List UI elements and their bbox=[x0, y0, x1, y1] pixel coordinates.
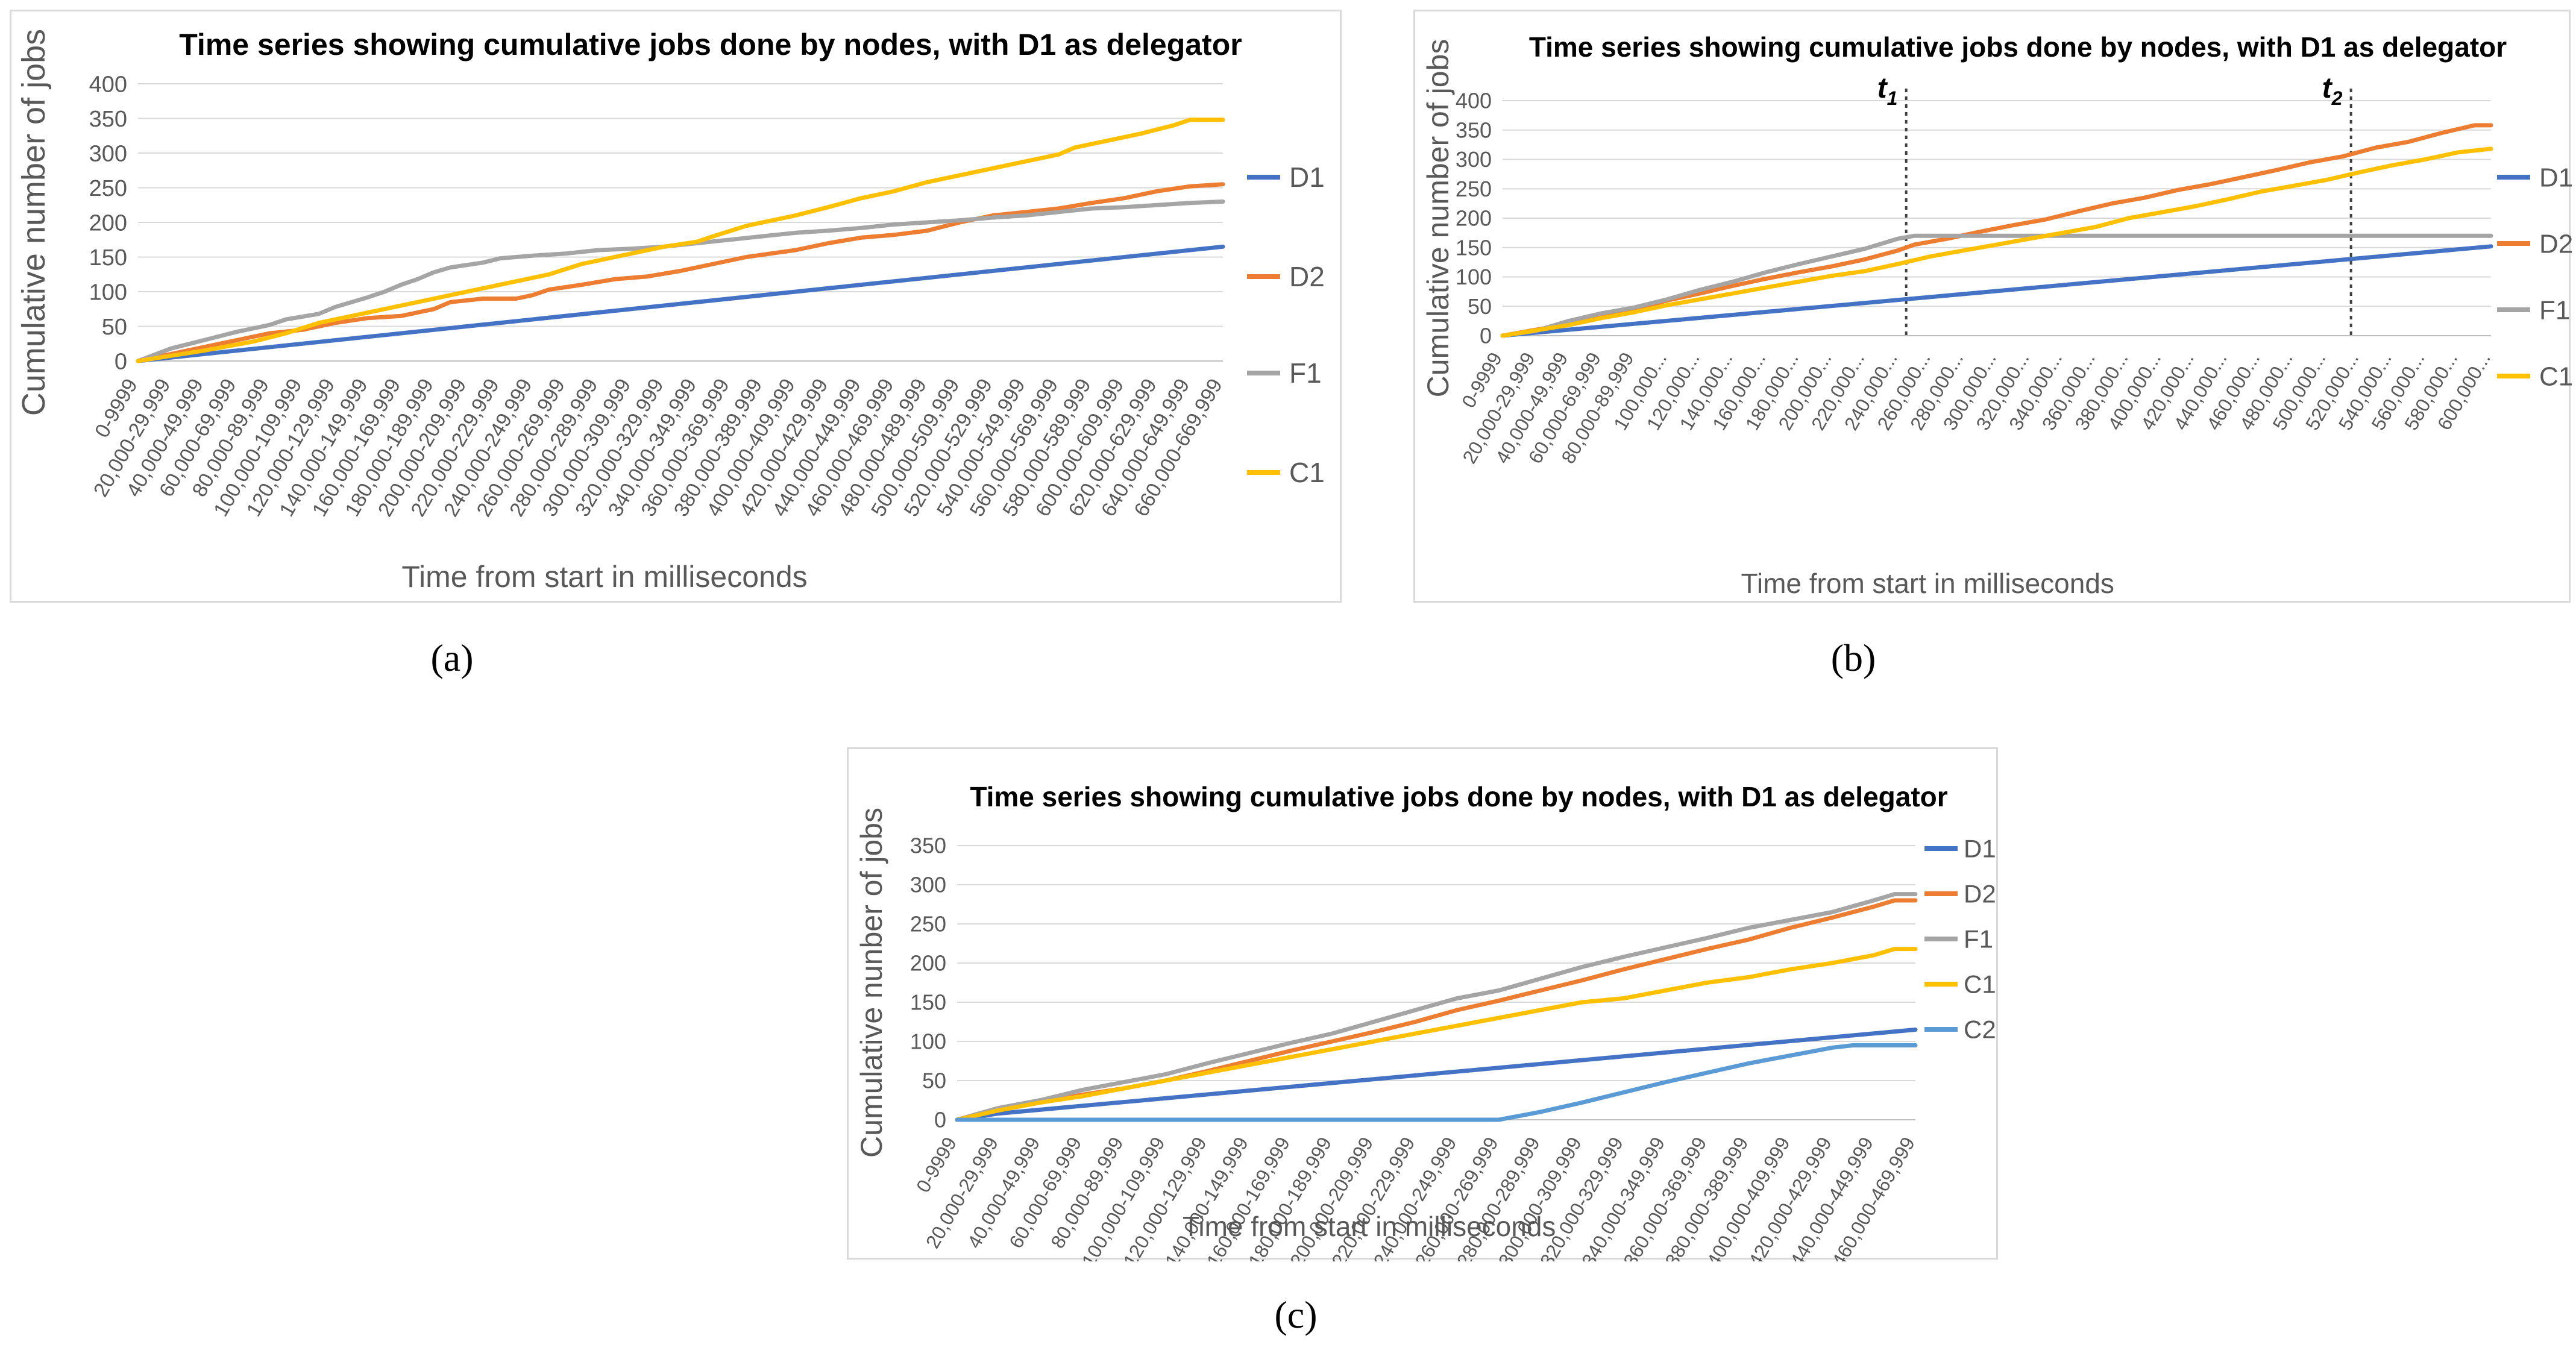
series-line-c1 bbox=[955, 947, 1918, 1122]
y-axis-title: Cumulative nunber of jobs bbox=[855, 808, 888, 1158]
series-line-d1 bbox=[136, 244, 1225, 363]
x-axis-title: Time from start in milliseconds bbox=[1183, 1211, 1556, 1242]
legend-label-d2: D2 bbox=[1964, 880, 1996, 908]
y-tick-label: 150 bbox=[89, 245, 127, 271]
chart-a-canvas: Time series showing cumulative jobs done… bbox=[16, 28, 1325, 594]
caption-b: (b) bbox=[1830, 636, 1876, 679]
series-line-f1 bbox=[136, 199, 1225, 363]
chart-b-canvas: Time series showing cumulative jobs done… bbox=[1421, 31, 2572, 599]
legend-label-c1: C1 bbox=[2539, 362, 2572, 391]
series-line-f1 bbox=[1500, 233, 2493, 338]
y-tick-label: 350 bbox=[89, 107, 127, 132]
chart-title: Time series showing cumulative jobs done… bbox=[970, 781, 1947, 812]
y-tick-label: 400 bbox=[1456, 89, 1492, 113]
y-tick-label: 200 bbox=[89, 210, 127, 236]
legend-label-d1: D1 bbox=[2539, 163, 2572, 192]
series-line-c1 bbox=[1500, 146, 2493, 338]
y-tick-label: 50 bbox=[922, 1069, 946, 1093]
y-axis-title: Cumulative number of jobs bbox=[16, 29, 52, 416]
legend-label-d2: D2 bbox=[1289, 261, 1325, 292]
legend-label-c1: C1 bbox=[1964, 970, 1996, 999]
legend-label-f1: F1 bbox=[1964, 925, 1993, 953]
y-tick-label: 200 bbox=[1456, 206, 1492, 231]
chart-c-canvas: Time series showing cumulative jobs done… bbox=[855, 781, 1996, 1261]
y-axis-title: Cumulative number of jobs bbox=[1421, 39, 1455, 398]
y-tick-label: 0 bbox=[1480, 324, 1492, 348]
chart-panel-c: Time series showing cumulative jobs done… bbox=[847, 747, 1998, 1261]
y-tick-label: 300 bbox=[89, 141, 127, 166]
y-tick-label: 50 bbox=[1468, 294, 1492, 319]
y-tick-label: 150 bbox=[910, 990, 946, 1015]
chart-title: Time series showing cumulative jobs done… bbox=[1529, 31, 2507, 63]
y-tick-label: 0 bbox=[934, 1108, 946, 1132]
annotation-label: t1 bbox=[1877, 72, 1898, 109]
series-line-d2 bbox=[136, 182, 1225, 363]
series-line-d1 bbox=[955, 1028, 1918, 1122]
y-tick-label: 250 bbox=[910, 912, 946, 937]
y-tick-label: 250 bbox=[1456, 177, 1492, 201]
legend-label-f1: F1 bbox=[1289, 357, 1322, 389]
y-tick-label: 350 bbox=[910, 833, 946, 858]
y-tick-label: 300 bbox=[910, 873, 946, 897]
chart-panel-b: Time series showing cumulative jobs done… bbox=[1413, 10, 2572, 603]
y-tick-label: 400 bbox=[89, 72, 127, 97]
y-tick-label: 350 bbox=[1456, 118, 1492, 142]
x-axis-title: Time from start in milliseconds bbox=[401, 560, 807, 594]
y-tick-label: 300 bbox=[1456, 147, 1492, 172]
annotation-label: t2 bbox=[2322, 72, 2343, 109]
x-axis-title: Time from start in milliseconds bbox=[1741, 568, 2114, 599]
y-tick-label: 200 bbox=[910, 951, 946, 976]
series-line-d1 bbox=[1500, 244, 2493, 338]
chart-title: Time series showing cumulative jobs done… bbox=[179, 28, 1242, 61]
series-line-f1 bbox=[955, 892, 1918, 1122]
y-tick-label: 100 bbox=[89, 280, 127, 305]
series-line-d2 bbox=[1500, 123, 2493, 338]
y-tick-label: 100 bbox=[1456, 265, 1492, 289]
y-tick-label: 150 bbox=[1456, 235, 1492, 260]
caption-c: (c) bbox=[1274, 1293, 1318, 1336]
y-tick-label: 50 bbox=[102, 315, 127, 340]
y-tick-label: 100 bbox=[910, 1029, 946, 1054]
y-tick-label: 250 bbox=[89, 176, 127, 201]
legend-label-d2: D2 bbox=[2539, 229, 2572, 259]
legend-label-c2: C2 bbox=[1964, 1015, 1996, 1044]
legend-label-c1: C1 bbox=[1289, 457, 1325, 488]
chart-panel-a: Time series showing cumulative jobs done… bbox=[10, 10, 1342, 603]
series-line-c1 bbox=[136, 118, 1225, 363]
caption-a: (a) bbox=[430, 636, 474, 679]
legend-label-d1: D1 bbox=[1289, 162, 1325, 193]
legend-label-f1: F1 bbox=[2539, 295, 2570, 325]
series-line-c2 bbox=[955, 1043, 1918, 1122]
y-tick-label: 0 bbox=[115, 349, 127, 374]
legend-label-d1: D1 bbox=[1964, 835, 1996, 863]
